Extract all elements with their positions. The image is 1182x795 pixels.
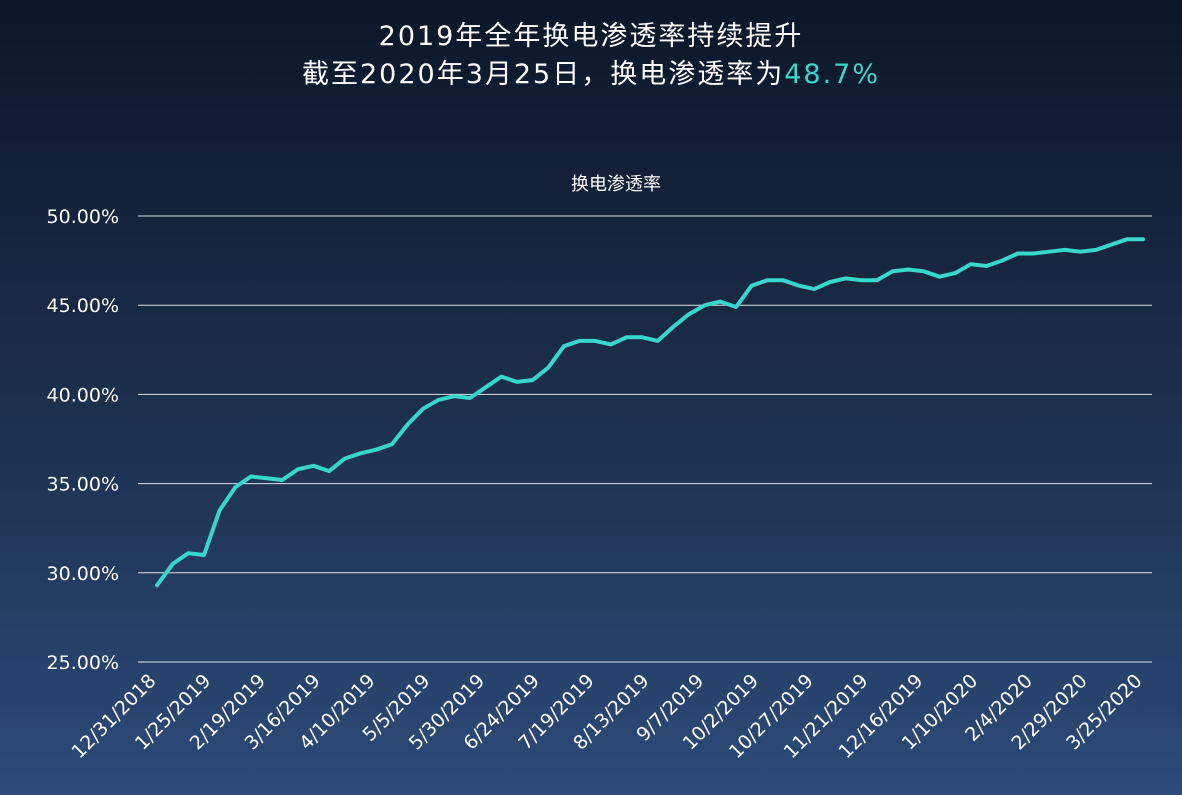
headline: 2019年全年换电渗透率持续提升 <box>378 21 804 52</box>
y-tick-label: 25.00% <box>47 652 119 674</box>
x-axis: 12/31/20181/25/20192/19/20193/16/20194/1… <box>68 670 1147 763</box>
series-group <box>155 237 1145 588</box>
y-tick-label: 35.00% <box>47 474 119 496</box>
grid <box>138 215 1152 663</box>
y-tick-label: 45.00% <box>47 295 119 317</box>
y-tick-label: 40.00% <box>47 384 119 406</box>
subheadline: 截至2020年3月25日，换电渗透率为48.7% <box>0 56 1182 94</box>
y-tick-label: 50.00% <box>47 206 119 228</box>
penetration-rate-value: 48.7% <box>784 59 881 90</box>
series-line <box>155 237 1145 588</box>
y-tick-label: 30.00% <box>47 563 119 585</box>
y-axis: 25.00% 30.00% 35.00% 40.00% 45.00% 50.00% <box>47 206 119 674</box>
chart-title: 换电渗透率 <box>571 174 661 195</box>
header: 2019年全年换电渗透率持续提升 截至2020年3月25日，换电渗透率为48.7… <box>0 18 1182 94</box>
subheadline-prefix: 截至2020年3月25日，换电渗透率为 <box>301 59 785 90</box>
